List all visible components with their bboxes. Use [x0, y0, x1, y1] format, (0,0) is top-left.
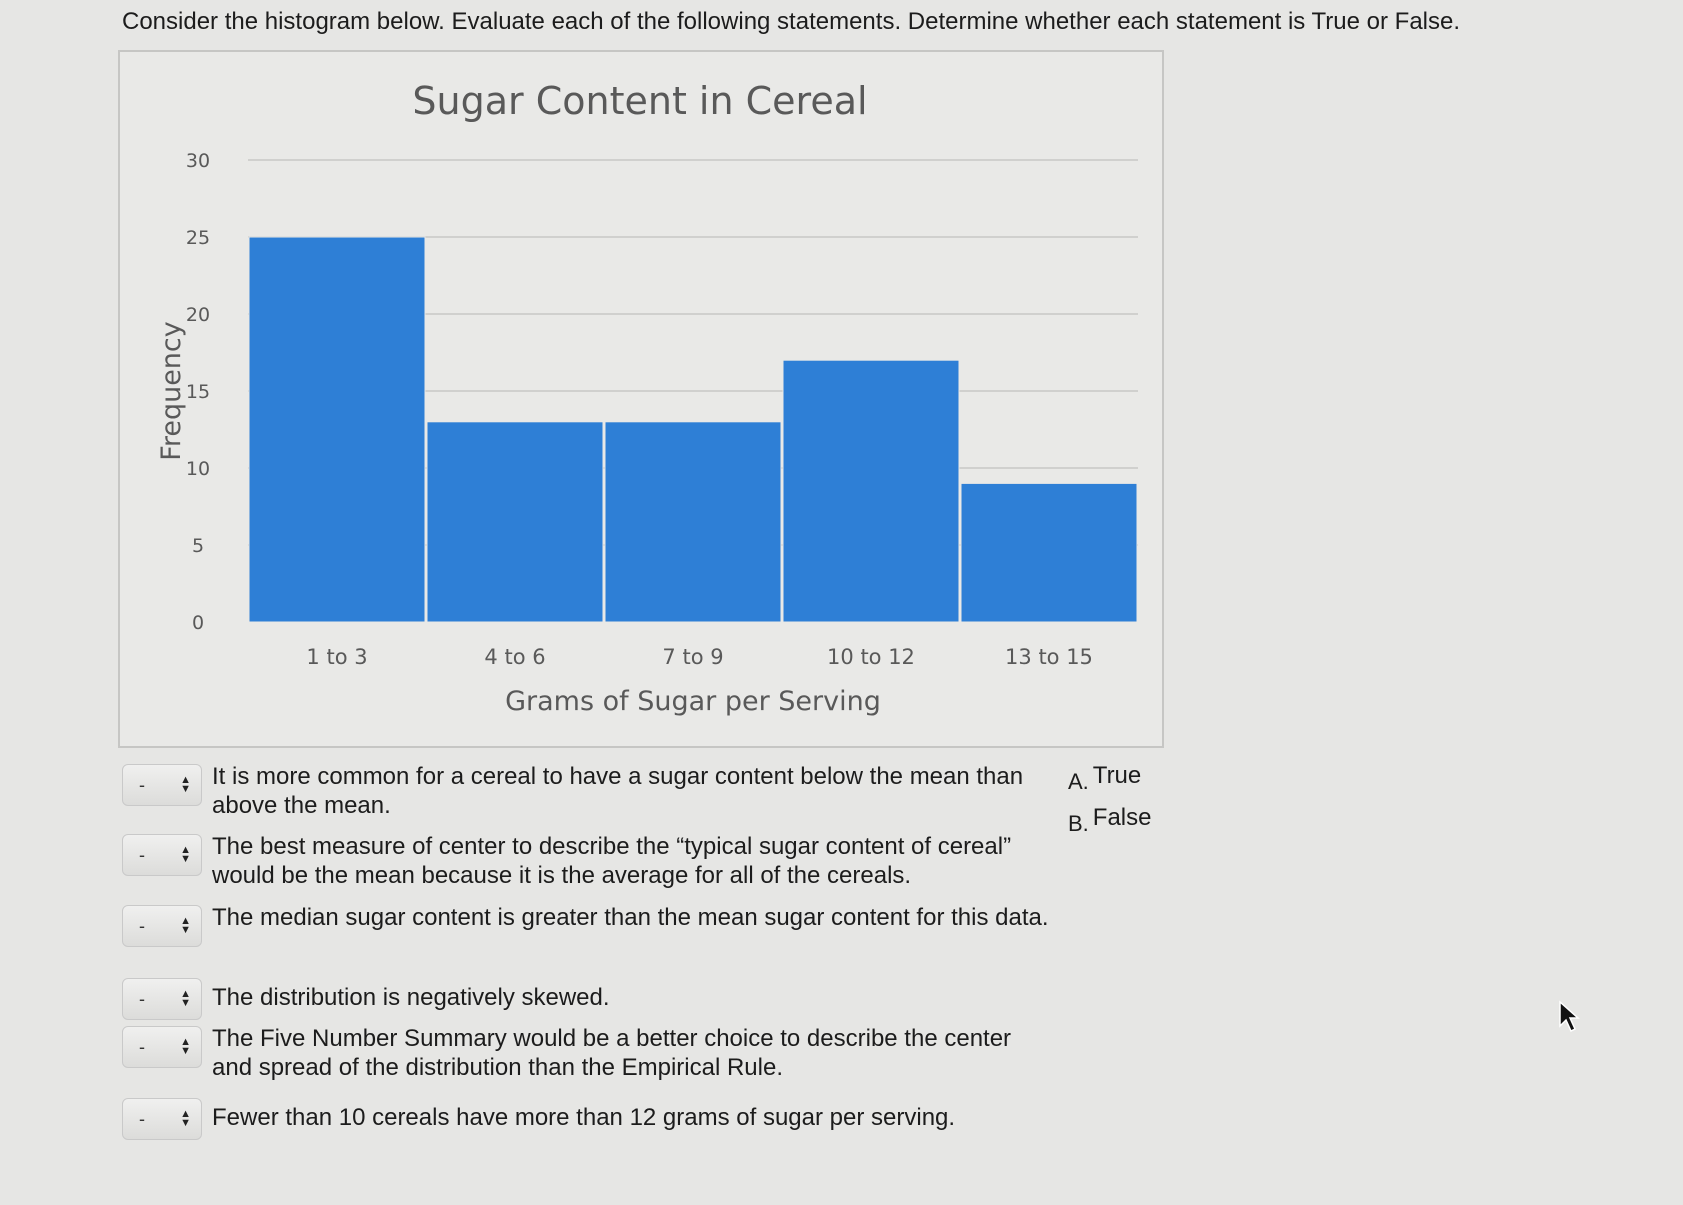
x-tick-label: 4 to 6 [484, 645, 545, 669]
statement-row: - ▲ ▼ Fewer than 10 cereals have more tha… [122, 1096, 1052, 1140]
statement-row: - ▲ ▼ The median sugar content is greater… [122, 903, 1052, 947]
statement-text: The Five Number Summary would be a bette… [212, 1025, 1012, 1081]
histogram-bar [960, 482, 1138, 623]
answer-select[interactable]: - ▲ ▼ [122, 1026, 202, 1068]
select-value: - [139, 915, 145, 936]
select-value: - [139, 844, 145, 865]
select-value: - [139, 1036, 145, 1057]
statement-text: The median sugar content is greater than… [212, 904, 1049, 931]
answer-label: False [1092, 804, 1152, 831]
statement-text: It is more common for a cereal to have a… [212, 763, 1024, 819]
x-axis-label: Grams of Sugar per Serving [505, 686, 881, 717]
statement-row: - ▲ ▼ The best measure of center to descr… [122, 832, 1052, 890]
question-prompt: Consider the histogram below. Evaluate e… [122, 8, 1461, 35]
y-tick-label: 15 [186, 381, 210, 403]
answer-letter: B. [1068, 811, 1089, 836]
x-tick-label: 7 to 9 [662, 645, 723, 669]
answer-select[interactable]: - ▲ ▼ [122, 1098, 202, 1140]
answer-letter: A. [1068, 769, 1089, 794]
select-value: - [139, 774, 145, 795]
answer-option-true: A. True [1068, 762, 1142, 794]
statement-text: The distribution is negatively skewed. [212, 984, 610, 1011]
y-tick-label: 30 [186, 150, 210, 172]
statement-row: - ▲ ▼ The Five Number Summary would be a … [122, 1024, 1052, 1082]
answer-select[interactable]: - ▲ ▼ [122, 834, 202, 876]
updown-arrows-icon: ▲ ▼ [180, 1108, 191, 1129]
histogram-bar [426, 421, 604, 623]
select-value: - [139, 988, 145, 1009]
histogram-bar [782, 359, 960, 623]
y-tick-label: 20 [186, 304, 210, 326]
y-tick-label: 5 [192, 535, 204, 557]
x-tick-label: 10 to 12 [827, 645, 915, 669]
chart-title: Sugar Content in Cereal [412, 79, 867, 123]
updown-arrows-icon: ▲ ▼ [180, 915, 191, 936]
x-tick-label: 1 to 3 [306, 645, 367, 669]
y-tick-label: 0 [192, 612, 204, 634]
statement-row: - ▲ ▼ The distribution is negatively skew… [122, 976, 1052, 1020]
x-tick-label: 13 to 15 [1005, 645, 1093, 669]
mouse-pointer-icon [1558, 1000, 1582, 1039]
answer-label: True [1092, 762, 1142, 789]
updown-arrows-icon: ▲ ▼ [180, 988, 191, 1009]
answer-select[interactable]: - ▲ ▼ [122, 764, 202, 806]
select-value: - [139, 1108, 145, 1129]
statement-row: - ▲ ▼ It is more common for a cereal to h… [122, 762, 1052, 820]
updown-arrows-icon: ▲ ▼ [180, 1036, 191, 1057]
statement-text: The best measure of center to describe t… [212, 833, 1012, 889]
histogram-bar [604, 421, 782, 623]
answer-option-false: B. False [1068, 804, 1152, 836]
histogram-chart: 0 5 10 15 20 25 30 1 to 3 4 to 6 7 to 9 10 to 12 13… [118, 50, 1164, 748]
updown-arrows-icon: ▲ ▼ [180, 774, 191, 795]
statement-text: Fewer than 10 cereals have more than 12 … [212, 1104, 956, 1131]
updown-arrows-icon: ▲ ▼ [180, 844, 191, 865]
answer-select[interactable]: - ▲ ▼ [122, 905, 202, 947]
answer-select[interactable]: - ▲ ▼ [122, 978, 202, 1020]
histogram-svg: 0 5 10 15 20 25 30 1 to 3 4 to 6 7 to 9 10 to 12 13… [156, 79, 1138, 717]
y-tick-label: 10 [186, 458, 210, 480]
y-tick-label: 25 [186, 227, 210, 249]
histogram-bar [248, 236, 426, 623]
y-axis-label: Frequency [156, 321, 187, 461]
